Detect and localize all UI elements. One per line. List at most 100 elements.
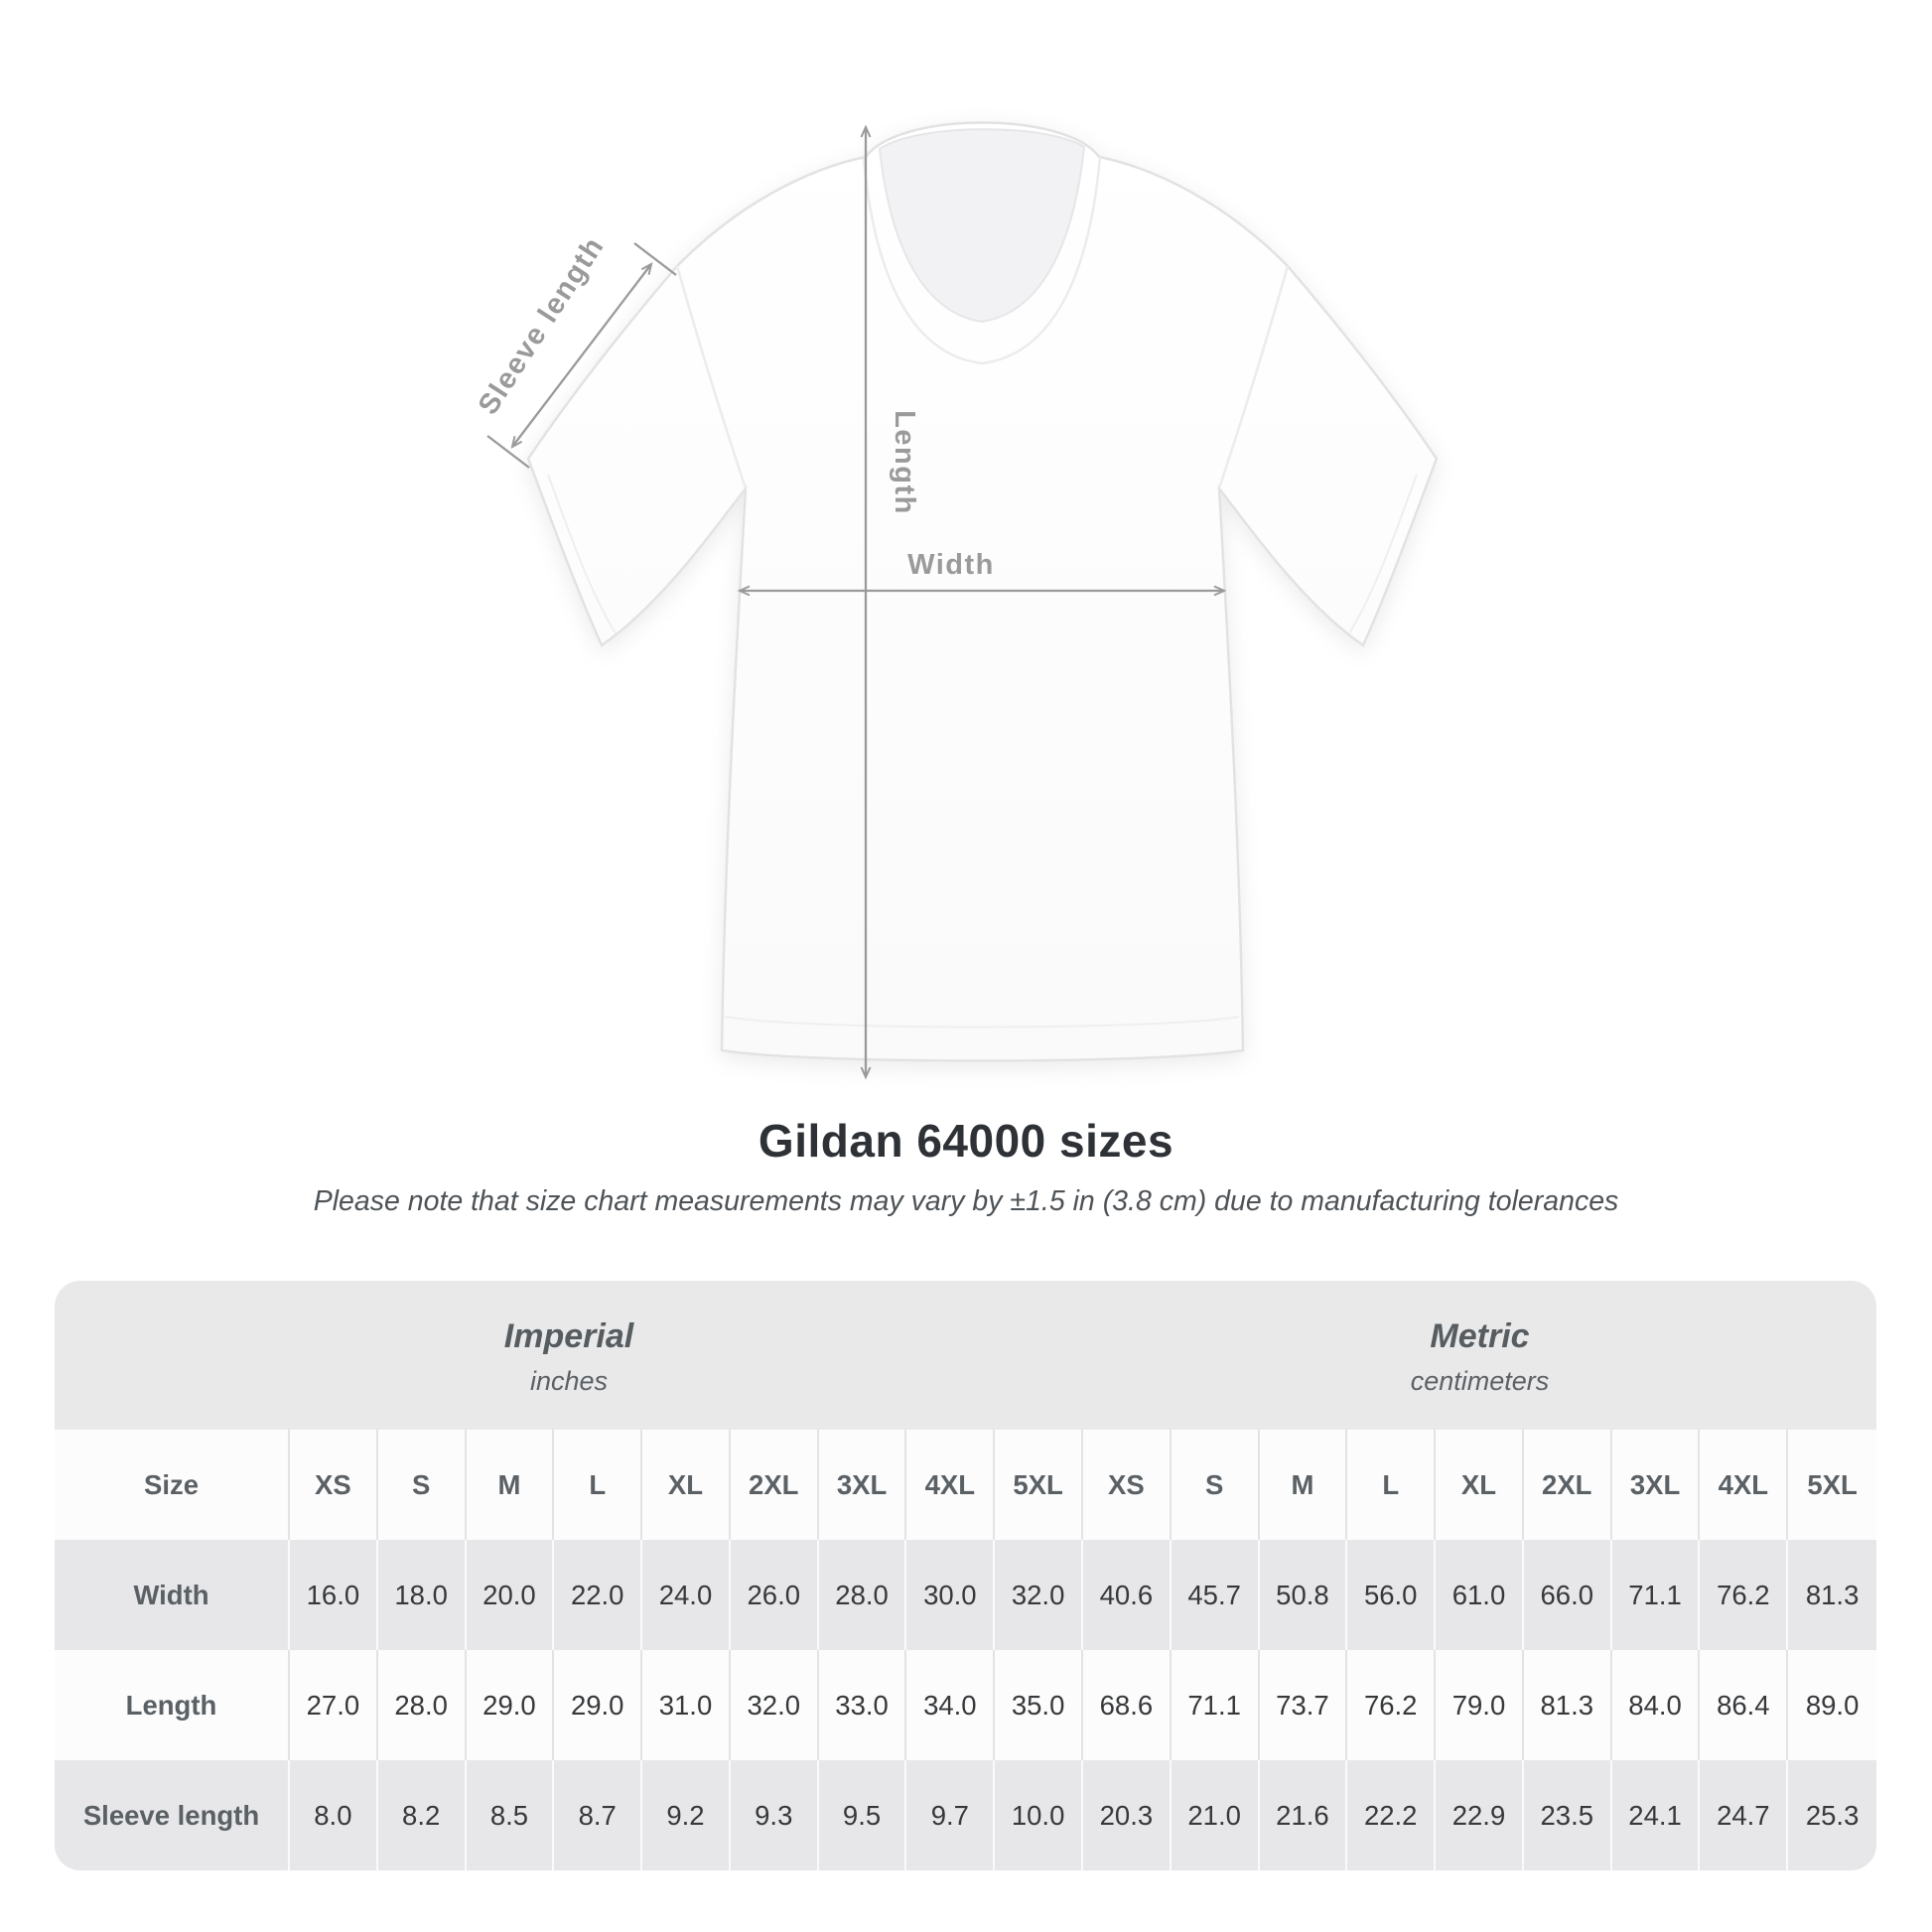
size-column-header: L [554, 1430, 643, 1540]
width-value-cell: 30.0 [906, 1540, 996, 1650]
length-row: Length 27.0 28.0 29.0 29.0 31.0 32.0 33.0 34.0 3… [55, 1650, 1876, 1760]
sleeve-length-value-cell: 8.0 [290, 1760, 378, 1870]
length-value-cell: 33.0 [819, 1650, 907, 1760]
sleeve-length-value-cell: 22.2 [1347, 1760, 1437, 1870]
tshirt-measurement-figure: Sleeve length Length Width [473, 121, 1439, 1080]
width-value-cell: 32.0 [995, 1540, 1083, 1650]
length-value-cell: 84.0 [1612, 1650, 1701, 1760]
sleeve-length-value-cell: 9.3 [731, 1760, 819, 1870]
size-column-header: 3XL [819, 1430, 907, 1540]
length-value-cell: 32.0 [731, 1650, 819, 1760]
size-column-header: XS [290, 1430, 378, 1540]
width-value-cell: 76.2 [1700, 1540, 1789, 1650]
sleeve-length-value-cell: 8.5 [467, 1760, 555, 1870]
length-value-cell: 68.6 [1083, 1650, 1172, 1760]
width-value-cell: 40.6 [1083, 1540, 1172, 1650]
sleeve-length-value-cell: 20.3 [1083, 1760, 1172, 1870]
imperial-group-unit: inches [529, 1366, 609, 1396]
width-value-cell: 66.0 [1524, 1540, 1612, 1650]
sleeve-length-value-cell: 8.7 [554, 1760, 643, 1870]
left-sleeve-seam [675, 265, 748, 489]
length-value-cell: 35.0 [995, 1650, 1083, 1760]
width-row: Width 16.0 18.0 20.0 22.0 24.0 26.0 28.0 30.0 32… [55, 1540, 1876, 1650]
sleeve-length-value-cell: 22.9 [1436, 1760, 1524, 1870]
length-value-cell: 89.0 [1805, 1689, 1860, 1721]
metric-group-label: Metric [1430, 1317, 1530, 1355]
metric-group-header: Metric centimeters [1083, 1281, 1876, 1430]
length-value-cell: 86.4 [1700, 1650, 1789, 1760]
width-label: Width [907, 549, 995, 581]
length-label: Length [889, 410, 920, 515]
sleeve-arrow-end-tick [633, 242, 677, 276]
sleeve-length-value-cell: 9.7 [906, 1760, 996, 1870]
length-value-cell: 29.0 [554, 1650, 643, 1760]
row-label-sleeve-length: Sleeve length [55, 1760, 290, 1870]
metric-group-unit: centimeters [1410, 1366, 1550, 1396]
sleeve-length-value-cell: 9.5 [819, 1760, 907, 1870]
width-value-cell: 16.0 [290, 1540, 378, 1650]
row-label-width: Width [55, 1540, 290, 1650]
size-table: Imperial inches Metric centimeters Size … [55, 1281, 1876, 1870]
width-value-cell: 18.0 [378, 1540, 467, 1650]
hem-stitch [724, 1016, 1240, 1029]
width-value-cell: 22.0 [554, 1540, 643, 1650]
size-column-header: XS [1083, 1430, 1172, 1540]
imperial-group-label: Imperial [503, 1317, 634, 1355]
width-value-cell: 71.1 [1612, 1540, 1701, 1650]
size-column-header: S [378, 1430, 467, 1540]
width-value-cell: 26.0 [731, 1540, 819, 1650]
width-value-cell: 28.0 [819, 1540, 907, 1650]
width-value-cell: 56.0 [1347, 1540, 1437, 1650]
right-cuff-stitch [1348, 474, 1418, 634]
width-value-cell: 24.0 [642, 1540, 731, 1650]
length-value-cell: 81.3 [1524, 1650, 1612, 1760]
sleeve-length-value-cell: 21.0 [1172, 1760, 1260, 1870]
unit-group-header-row: Imperial inches Metric centimeters [55, 1281, 1876, 1430]
length-value-cell: 73.7 [1260, 1650, 1348, 1760]
size-column-header: 2XL [731, 1430, 819, 1540]
size-column-header: L [1347, 1430, 1437, 1540]
size-column-header: 4XL [1700, 1430, 1789, 1540]
size-column-label: Size [55, 1430, 290, 1540]
sleeve-length-value-cell: 21.6 [1260, 1760, 1348, 1870]
length-value-cell: 28.0 [378, 1650, 467, 1760]
tolerance-note: Please note that size chart measurements… [313, 1185, 1619, 1217]
size-column-header: M [467, 1430, 555, 1540]
width-value-cell: 20.0 [467, 1540, 555, 1650]
size-column-header: S [1172, 1430, 1260, 1540]
length-value-cell: 31.0 [642, 1650, 731, 1760]
length-value-cell: 71.1 [1172, 1650, 1260, 1760]
size-column-header: 2XL [1524, 1430, 1612, 1540]
width-value-cell: 45.7 [1172, 1540, 1260, 1650]
sleeve-length-value-cell: 24.7 [1700, 1760, 1789, 1870]
collar-band-seam [862, 156, 1102, 365]
width-value-cell: 61.0 [1436, 1540, 1524, 1650]
size-column-header: 5XL [1807, 1468, 1858, 1500]
length-value-cell: 34.0 [906, 1650, 996, 1760]
width-value-cell: 50.8 [1260, 1540, 1348, 1650]
sleeve-length-value-cell: 8.2 [378, 1760, 467, 1870]
sleeve-length-value-cell: 23.5 [1524, 1760, 1612, 1870]
sleeve-length-arrow [510, 262, 653, 449]
size-header-row: Size XS S M L XL 2XL 3XL 4XL 5XL XS S M L XL 2XL 3XL 4X… [55, 1430, 1876, 1540]
size-column-header: M [1260, 1430, 1348, 1540]
width-value-cell: 81.3 [1805, 1579, 1860, 1610]
right-sleeve-seam [1217, 265, 1290, 489]
sleeve-length-value-cell: 24.1 [1612, 1760, 1701, 1870]
page-title: Gildan 64000 sizes [758, 1115, 1174, 1167]
size-column-header: 5XL [995, 1430, 1083, 1540]
size-column-header: 4XL [906, 1430, 996, 1540]
row-label-length: Length [55, 1650, 290, 1760]
imperial-group-header: Imperial inches [55, 1281, 1083, 1430]
length-value-cell: 29.0 [467, 1650, 555, 1760]
sleeve-length-value-cell: 9.2 [642, 1760, 731, 1870]
sleeve-length-value-cell: 10.0 [995, 1760, 1083, 1870]
left-cuff-stitch [547, 474, 617, 634]
sleeve-arrow-start-tick [486, 435, 530, 469]
sleeve-length-value-cell: 25.3 [1805, 1799, 1860, 1831]
length-value-cell: 79.0 [1436, 1650, 1524, 1760]
size-column-header: XL [642, 1430, 731, 1540]
size-column-header: 3XL [1612, 1430, 1701, 1540]
length-value-cell: 27.0 [290, 1650, 378, 1760]
